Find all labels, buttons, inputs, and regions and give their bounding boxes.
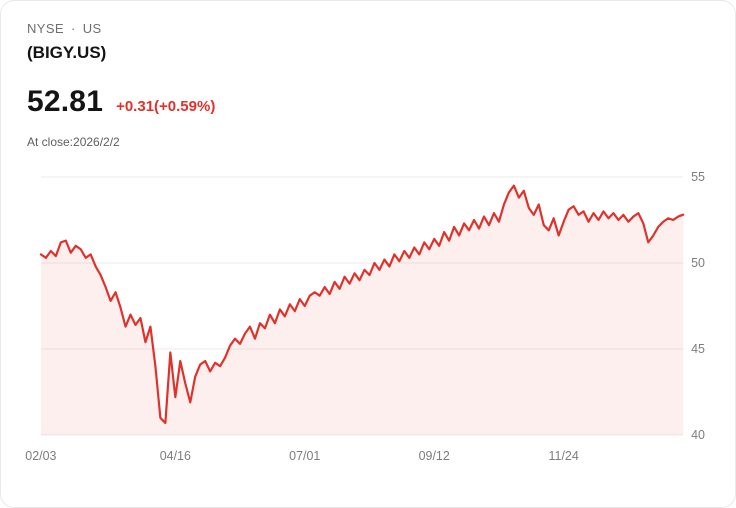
price-change: +0.31(+0.59%)	[116, 98, 216, 115]
price-area	[40, 185, 684, 435]
x-axis-label: 04/16	[160, 449, 191, 463]
x-axis-label: 09/12	[419, 449, 450, 463]
region-label: US	[82, 21, 102, 36]
exchange-label: NYSE	[27, 21, 65, 36]
x-axis-label: 02/03	[25, 449, 56, 463]
last-price: 52.81	[27, 85, 104, 118]
y-axis-label: 45	[691, 342, 705, 356]
price-line	[39, 184, 685, 425]
y-axis-label: 50	[691, 256, 705, 270]
price-row: 52.81 +0.31(+0.59%)	[27, 85, 709, 119]
price-chart-svg[interactable]: 55 50 45 40 02/03 04/16 07/01 09/12 11/24	[1, 163, 735, 475]
x-axis-label: 11/24	[549, 449, 579, 463]
price-chart[interactable]: 55 50 45 40 02/03 04/16 07/01 09/12 11/24	[1, 163, 735, 475]
y-axis-label: 55	[691, 170, 705, 184]
y-axis-label: 40	[691, 428, 705, 442]
as-of-label: At close:2026/2/2	[27, 135, 120, 149]
ticker-symbol: (BIGY.US)	[27, 43, 107, 62]
quote-header: NYSE · US (BIGY.US) 52.81 +0.31(+0.59%) …	[1, 1, 735, 149]
dot-separator: ·	[71, 21, 76, 36]
exchange-row: NYSE · US	[27, 21, 709, 36]
x-axis-label: 07/01	[289, 449, 320, 463]
